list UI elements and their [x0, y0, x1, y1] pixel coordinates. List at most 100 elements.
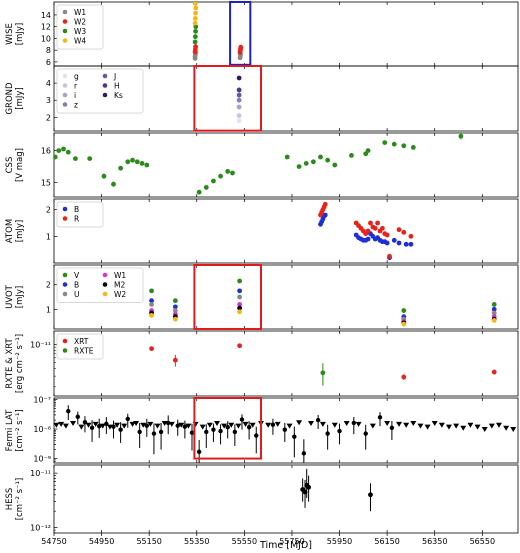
upper-limit-marker [213, 420, 220, 426]
upper-limit-marker [265, 422, 272, 428]
legend-marker [102, 73, 108, 79]
upper-limit-marker [133, 420, 140, 426]
data-point-wise-W3 [192, 39, 198, 45]
upper-limit-marker [228, 422, 235, 428]
data-point-grond-Ks [236, 75, 242, 81]
legend-box [56, 201, 104, 228]
legend-entry: RXTE [74, 346, 94, 355]
y-tick-label: 2 [46, 281, 51, 290]
data-point-fermi [89, 425, 95, 430]
data-point-fermi [246, 425, 252, 430]
upper-limit-marker [510, 427, 517, 433]
upper-limit-marker [140, 422, 147, 428]
data-point-wise-W4 [192, 2, 198, 6]
legend-marker [62, 291, 68, 297]
upper-limit-marker [185, 423, 192, 429]
data-point-css-series [139, 161, 145, 166]
legend-entry: U [74, 290, 80, 299]
data-layer [54, 133, 464, 195]
data-point-atom-B [384, 240, 390, 246]
legend-marker [62, 338, 68, 344]
legend-marker [62, 348, 68, 353]
data-point-fermi [282, 427, 288, 432]
panel-fermi: 10⁻⁹ 10⁻⁸ 10⁻⁷ Fermi LAT [cm⁻² s⁻¹] [5, 395, 519, 464]
data-point-atom-R [379, 225, 385, 231]
legend-marker [62, 92, 68, 98]
upper-limit-marker [92, 421, 99, 427]
y-axis-label: [erg cm⁻² s⁻¹] [15, 334, 25, 393]
data-point-css-series [111, 181, 116, 187]
upper-limit-marker [355, 421, 362, 427]
data-point-uvot-B [237, 288, 243, 294]
data-point-xrt-RXTE [320, 370, 326, 376]
data-point-css-series [56, 148, 62, 154]
highlight-box [193, 397, 263, 460]
data-point-fermi [325, 431, 330, 436]
panel-frame [53, 132, 519, 198]
data-point-uvot-W2 [237, 309, 243, 315]
data-layer [318, 201, 414, 261]
data-point-css-series [303, 161, 309, 166]
data-point-atom-B [403, 241, 409, 247]
upper-limit-marker [319, 421, 326, 427]
legend-marker [102, 92, 108, 98]
data-point-wise-W3 [192, 34, 198, 40]
legend-marker [62, 83, 68, 88]
upper-limit-marker [85, 422, 92, 428]
legend-entry: B [74, 280, 79, 289]
legend-entry: B [74, 205, 79, 214]
data-point-uvot-M2 [237, 305, 243, 311]
data-point-atom-R [401, 229, 407, 235]
data-point-grond-z [236, 97, 242, 103]
legend-entry: M2 [114, 280, 125, 289]
data-point-fermi [211, 427, 216, 432]
y-axis-label: ATOM [5, 219, 15, 243]
y-tick-label: 2 [46, 206, 51, 215]
data-point-grond-r [236, 113, 242, 119]
data-point-css-series [391, 141, 397, 147]
upper-limit-marker [453, 423, 460, 429]
data-point-atom-R [384, 232, 390, 238]
data-point-uvot-U [237, 294, 243, 300]
legend-marker [62, 206, 68, 212]
panel-frame [53, 264, 519, 330]
upper-limit-marker [99, 423, 106, 429]
data-point-css-series [382, 140, 388, 146]
data-point-fermi [175, 423, 180, 428]
x-tick-label: 56550 [470, 537, 495, 546]
data-point-atom-B [408, 241, 414, 247]
data-point-uvot-U [172, 308, 178, 313]
data-point-uvot-V [237, 278, 243, 284]
data-point-fermi [158, 429, 164, 435]
legend-entry: i [74, 91, 76, 100]
x-tick-label: 54750 [41, 537, 66, 546]
panel-frame [53, 464, 519, 534]
data-point-fermi [118, 427, 123, 432]
y-axis-label: [cm⁻² s⁻¹] [15, 409, 25, 452]
data-point-grond-J [236, 92, 242, 98]
y-tick-label: 10⁻⁷ [33, 395, 51, 404]
data-point-hess-series [368, 492, 373, 498]
y-axis-label: [mJy] [15, 286, 25, 308]
upper-limit-marker [78, 424, 85, 430]
data-point-fermi [232, 429, 238, 435]
data-point-css-series [332, 162, 338, 168]
upper-limit-marker [147, 421, 154, 427]
data-point-fermi [66, 409, 71, 414]
panel-frame [53, 65, 519, 132]
y-axis-label: WISE [5, 23, 15, 45]
data-point-css-series [225, 169, 231, 174]
y-tick-label: 10⁻¹¹ [30, 340, 51, 349]
data-point-xrt-XRT [401, 374, 407, 380]
data-point-fermi [204, 429, 209, 435]
data-point-css-series [458, 133, 464, 139]
upper-limit-marker [129, 421, 136, 427]
upper-limit-marker [481, 427, 488, 433]
upper-limit-marker [343, 420, 350, 426]
upper-limit-marker [168, 421, 175, 427]
data-point-uvot-U [149, 301, 154, 307]
